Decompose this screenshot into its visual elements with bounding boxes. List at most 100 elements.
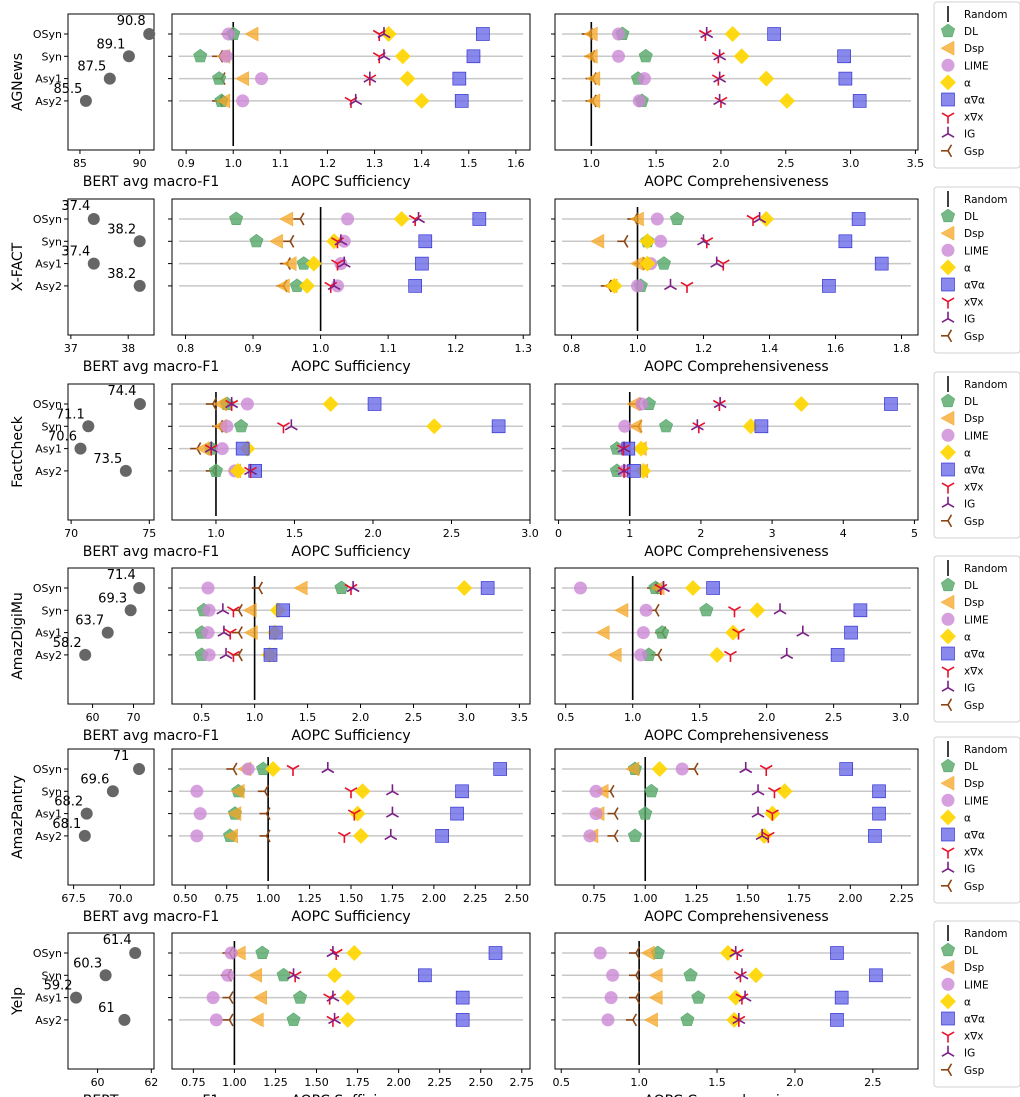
legend-label: IG [964, 1048, 975, 1060]
point-alphagrad [706, 581, 720, 595]
point-xgrad [732, 628, 745, 640]
x-tick-label: 62 [144, 1076, 158, 1089]
legend-marker-alpha [940, 259, 956, 276]
point-dsp [269, 233, 283, 249]
legend-label: DL [964, 211, 978, 223]
x-tick-label: 0 [555, 527, 562, 540]
point-dl [286, 1012, 301, 1026]
point-ig [328, 1012, 342, 1025]
point-dl [255, 945, 270, 960]
point-dl [229, 211, 244, 225]
point-alphagrad [268, 625, 283, 640]
bert-value-label: 71.1 [56, 407, 85, 422]
x-tick-label: 2.5 [825, 711, 843, 724]
point-alphagrad [838, 71, 853, 86]
point-gsp [625, 1013, 638, 1027]
x-tick-label: 1.50 [736, 892, 761, 905]
point-xgrad [337, 831, 351, 843]
legend-label: Gsp [964, 700, 985, 712]
point-dsp [275, 278, 290, 294]
x-axis-label: BERT avg macro-F1 [83, 728, 220, 744]
point-dl [638, 806, 653, 820]
legend-box [933, 736, 1020, 904]
x-tick-label: 1.75 [380, 892, 405, 905]
point-alphagrad [466, 49, 481, 64]
legend-label: LIME [964, 430, 989, 442]
point-alphagrad [852, 94, 867, 108]
legend-marker-xgrad [941, 482, 955, 494]
x-tick-label: 70.0 [108, 892, 133, 905]
point-alpha [749, 602, 766, 619]
point-xgrad [204, 444, 218, 456]
legend-marker-xgrad [941, 847, 955, 859]
x-tick-label: 2.00 [422, 892, 447, 905]
point-ig [664, 278, 677, 291]
point-ig [738, 990, 752, 1002]
x-axis-label: AOPC Sufficiency [291, 1093, 410, 1097]
x-axis-label: BERT avg macro-F1 [83, 909, 220, 925]
bert-point [106, 785, 119, 798]
x-axis-label: AOPC Sufficiency [291, 544, 410, 560]
legend-marker-lime [941, 428, 955, 442]
point-dl [699, 602, 714, 617]
point-gsp [607, 829, 619, 843]
point-ig [697, 234, 710, 246]
bert-point [129, 947, 142, 959]
point-lime [654, 234, 668, 248]
x-tick-label: 1.3 [514, 342, 532, 355]
legend-marker-ig [941, 126, 955, 138]
legend-label: x∇x [964, 666, 983, 678]
legend-marker-gsp [941, 879, 953, 893]
x-axis-label: AOPC Sufficiency [291, 359, 410, 375]
legend-marker-dl [940, 942, 956, 957]
legend-marker-dsp [940, 775, 955, 791]
point-alpha [352, 827, 369, 844]
legend-label: LIME [964, 795, 989, 807]
legend-marker-dl [940, 393, 956, 408]
legend-label: Dsp [964, 597, 985, 609]
point-alphagrad [872, 784, 886, 799]
point-ig [216, 603, 230, 615]
point-ig [753, 212, 767, 224]
bert-point [99, 969, 112, 982]
point-alpha [354, 783, 371, 800]
point-dsp [227, 806, 242, 822]
point-gsp [629, 991, 641, 1005]
point-lime [255, 72, 268, 86]
point-gsp [257, 784, 270, 798]
x-tick-label: 2.25 [463, 892, 488, 905]
point-xgrad [347, 809, 361, 821]
point-xgrad [728, 606, 741, 618]
axes-frame [67, 198, 155, 336]
legend-label: Random [964, 379, 1007, 391]
point-alpha [724, 26, 741, 42]
axes-frame [171, 198, 531, 336]
bert-value-label: 87.5 [77, 60, 106, 75]
bert-point [78, 829, 91, 842]
point-alpha [322, 396, 339, 412]
point-xgrad [761, 831, 775, 843]
point-lime [215, 442, 229, 456]
x-axis-label: AOPC Comprehensiveness [644, 544, 828, 560]
legend-label: α [964, 631, 971, 643]
point-alpha [339, 1011, 356, 1028]
point-dsp [627, 418, 642, 434]
sufficiency-panel: 0.5 1.0 1.5 2.0 2.5 3.0 3.5 AOPC Sufficiency [168, 567, 531, 744]
legend-box [933, 920, 1020, 1088]
point-lime [241, 762, 255, 776]
y-tick-label: OSyn [33, 763, 62, 776]
legend-marker-lime [941, 243, 955, 257]
point-alpha [426, 418, 443, 435]
legend-label: Dsp [964, 778, 985, 790]
legend-box [933, 371, 1020, 539]
bert-point [124, 604, 137, 617]
point-alpha [349, 805, 366, 822]
x-tick-label: 2.5 [864, 1076, 882, 1089]
point-dsp [640, 945, 655, 961]
point-alphagrad [754, 419, 769, 434]
axes-frame [171, 13, 531, 151]
x-tick-label: 1.0 [224, 157, 242, 170]
point-dsp [231, 945, 246, 961]
point-ig [751, 806, 765, 818]
legend-marker-alphagrad [941, 827, 955, 842]
